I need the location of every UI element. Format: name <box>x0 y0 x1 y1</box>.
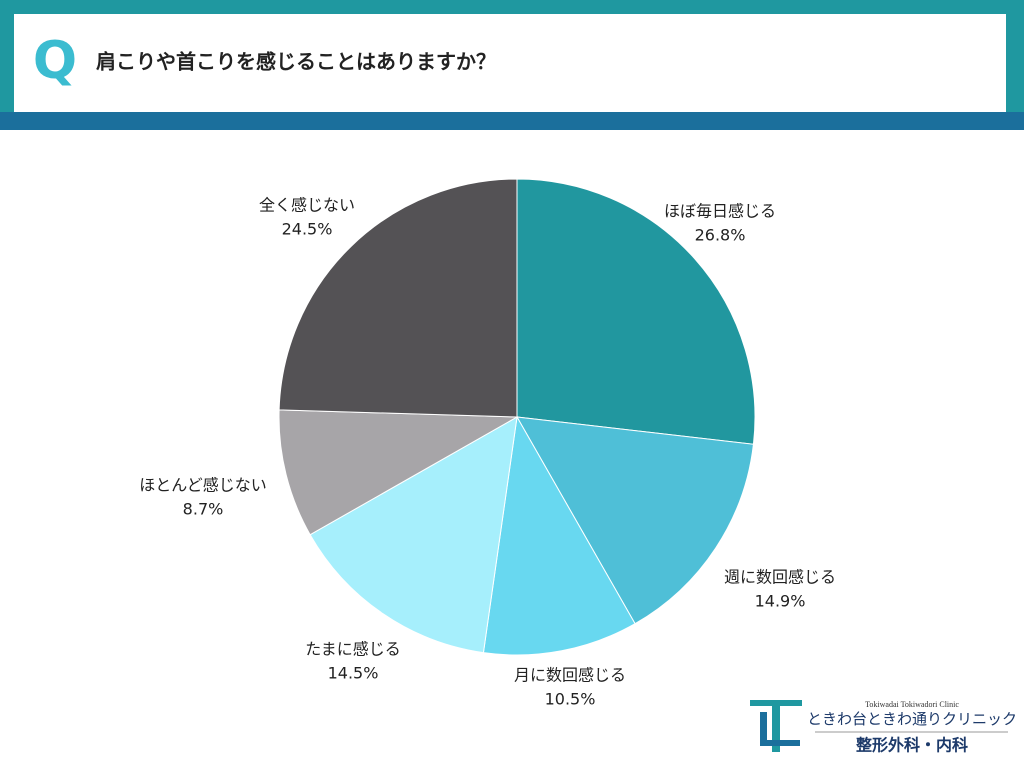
slice-label: 週に数回感じる <box>724 568 836 587</box>
logo-icon <box>750 700 802 752</box>
slice-value-label: 24.5% <box>282 220 333 239</box>
slice-label: 全く感じない <box>259 196 355 215</box>
header-strip <box>0 112 1024 130</box>
pie-slice <box>516 178 756 445</box>
slice-label: たまに感じる <box>305 640 401 659</box>
q-mark: Q <box>33 31 77 91</box>
slice-label: 月に数回感じる <box>514 666 626 685</box>
pie-slice <box>482 415 636 656</box>
logo-english: Tokiwadai Tokiwadori Clinic <box>865 700 959 709</box>
pie-slice <box>309 416 518 654</box>
logo-icon <box>760 712 800 746</box>
logo-name: ときわ台ときわ通りクリニック <box>807 710 1017 728</box>
slice-value-label: 14.5% <box>328 664 379 683</box>
pie-slice <box>516 416 754 625</box>
slice-label: ほとんど感じない <box>139 476 267 495</box>
slice-value-label: 14.9% <box>755 592 806 611</box>
question-title: 肩こりや首こりを感じることはありますか？ <box>96 50 496 74</box>
pie-slice <box>278 409 519 536</box>
header-box <box>14 14 1006 112</box>
logo-departments: 整形外科・内科 <box>855 736 968 755</box>
slice-value-label: 26.8% <box>695 226 746 245</box>
slice-label: ほぼ毎日感じる <box>664 202 776 221</box>
slice-value-label: 10.5% <box>545 690 596 709</box>
logo: Tokiwadai Tokiwadori Clinic ときわ台ときわ通りクリニ… <box>750 700 1017 755</box>
slice-value-label: 8.7% <box>183 500 224 519</box>
pie <box>278 178 756 656</box>
pie-slice <box>278 178 518 418</box>
